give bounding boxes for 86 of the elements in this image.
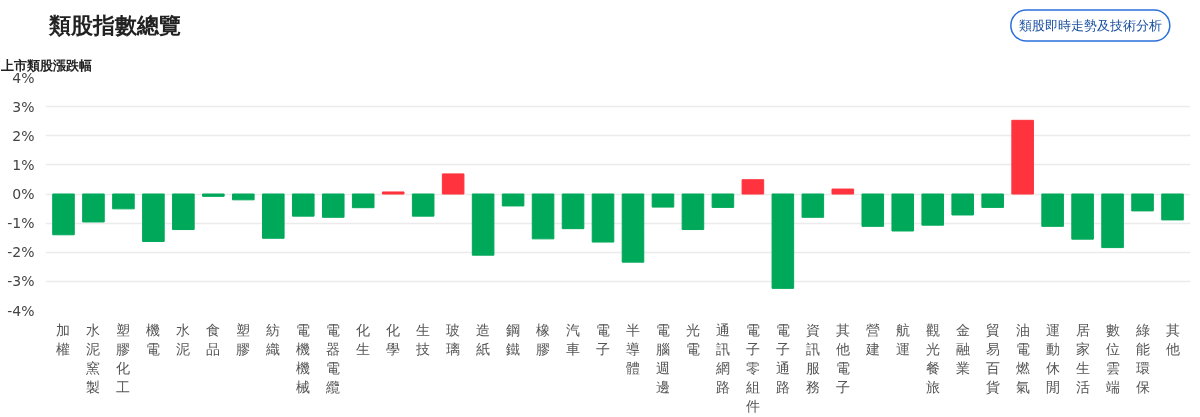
x-tick-label: 綠能環保 — [1134, 321, 1150, 396]
y-tick-label: 2% — [12, 127, 35, 144]
x-tick-label: 居家生活 — [1075, 321, 1090, 396]
x-tick-label: 金融業 — [955, 321, 970, 376]
x-tick-label: 觀光餐旅 — [925, 321, 940, 396]
bar — [621, 193, 645, 263]
x-tick-label: 數位雲端 — [1105, 321, 1120, 396]
x-tick-label: 營建 — [864, 321, 880, 357]
bar — [561, 193, 585, 230]
x-tick-label: 鋼鐵 — [506, 321, 521, 357]
x-tick-label: 水泥窯製 — [86, 321, 101, 396]
x-tick-label: 其他 — [1165, 321, 1180, 357]
bar — [1131, 193, 1154, 212]
x-tick-label: 紡織 — [265, 321, 281, 357]
bar — [861, 193, 885, 227]
bar — [112, 193, 135, 210]
bar — [172, 193, 195, 231]
x-tick-label: 資訊服務 — [805, 321, 820, 396]
bar — [142, 193, 165, 242]
bar — [351, 193, 375, 209]
chart-title: 類股指數總覽 — [48, 13, 182, 38]
y-tick-label: -4% — [7, 302, 35, 319]
x-tick-label: 運動休閒 — [1045, 321, 1060, 396]
x-tick-label: 電機機械 — [296, 321, 311, 396]
bar — [1101, 193, 1124, 249]
bar — [681, 193, 705, 231]
x-tick-label: 光電 — [685, 321, 700, 357]
x-tick-label: 塑膠化工 — [116, 321, 131, 396]
bar — [232, 193, 255, 201]
y-tick-label: -2% — [7, 244, 35, 261]
x-tick-label: 塑膠 — [236, 321, 251, 357]
bar — [82, 193, 105, 223]
x-tick-label: 電子零組件 — [744, 321, 760, 415]
bar — [801, 193, 825, 218]
bar — [291, 193, 315, 217]
bar — [1161, 193, 1184, 221]
x-tick-label: 化學 — [386, 321, 401, 357]
bar — [501, 193, 525, 207]
x-tick-label: 半導體 — [625, 321, 640, 376]
x-tick-label: 玻璃 — [446, 321, 461, 357]
bar — [921, 193, 945, 226]
x-tick-label: 油電燃氣 — [1015, 321, 1030, 396]
bar — [202, 193, 225, 197]
y-tick-label: 0% — [12, 186, 35, 202]
bar — [981, 193, 1004, 208]
x-tick-label: 化生 — [356, 321, 371, 357]
x-tick-label: 電器電纜 — [325, 321, 341, 396]
bar — [771, 193, 795, 289]
bar — [441, 173, 465, 195]
y-tick-label: -3% — [7, 273, 35, 290]
bar — [531, 193, 555, 240]
x-tick-label: 生技 — [415, 321, 431, 357]
bar — [321, 193, 345, 218]
bar — [471, 193, 495, 256]
x-tick-label: 加權 — [56, 321, 71, 357]
bar — [591, 193, 615, 243]
x-tick-label: 其他電子 — [835, 321, 850, 396]
x-tick-label: 機電 — [146, 321, 161, 357]
bar — [381, 191, 405, 195]
bar — [831, 188, 855, 195]
y-tick-label: -1% — [7, 215, 35, 232]
x-tick-label: 造紙 — [476, 321, 491, 357]
x-tick-label: 航運 — [895, 321, 910, 357]
x-tick-label: 電子 — [596, 321, 611, 357]
bar — [651, 193, 675, 208]
x-tick-label: 貿易百貨 — [985, 321, 1000, 396]
bar — [1011, 119, 1034, 195]
x-tick-label: 水泥 — [176, 321, 191, 357]
y-tick-label: 3% — [12, 98, 35, 115]
bar — [711, 193, 735, 208]
bar — [52, 193, 75, 236]
x-tick-label: 電子通路 — [775, 321, 790, 396]
bar — [1071, 193, 1094, 240]
bar — [951, 193, 974, 216]
x-tick-label: 汽車 — [566, 321, 581, 357]
y-tick-label: 1% — [12, 156, 35, 173]
x-tick-label: 電腦週邊 — [655, 321, 670, 396]
x-tick-label: 通訊網路 — [714, 321, 730, 396]
text: 類股即時走勢及技術分析 — [1018, 18, 1162, 33]
bar — [891, 193, 915, 232]
bar — [411, 193, 435, 217]
x-tick-label: 橡膠 — [536, 321, 551, 357]
bar — [1041, 193, 1064, 227]
x-tick-label: 食品 — [206, 321, 221, 357]
bar — [741, 179, 765, 195]
bar — [262, 193, 285, 239]
